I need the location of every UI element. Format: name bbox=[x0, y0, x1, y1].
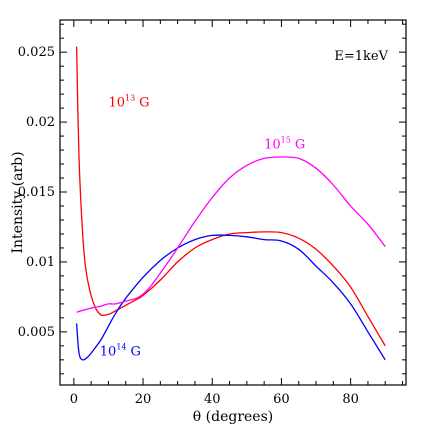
series-label-14: 1014 G bbox=[100, 343, 141, 360]
x-tick-label: 0 bbox=[70, 392, 78, 407]
series-line-15 bbox=[76, 156, 386, 313]
series-line-14 bbox=[75, 234, 386, 361]
y-tick-label: 0.01 bbox=[26, 255, 55, 270]
x-tick-label: 40 bbox=[204, 392, 221, 407]
y-tick-label: 0.005 bbox=[18, 325, 55, 340]
series-lines bbox=[75, 46, 386, 361]
series-label-15: 1015 G bbox=[264, 136, 305, 153]
x-tick-label: 60 bbox=[273, 392, 290, 407]
x-tick-label: 80 bbox=[342, 392, 359, 407]
series-line-13 bbox=[75, 46, 386, 347]
x-axis-label: θ (degrees) bbox=[193, 409, 273, 425]
x-tick-label: 20 bbox=[135, 392, 152, 407]
y-tick-label: 0.015 bbox=[18, 185, 55, 200]
series-label-13: 1013 G bbox=[108, 94, 149, 111]
y-tick-label: 0.02 bbox=[26, 115, 55, 130]
energy-annotation: E=1keV bbox=[334, 49, 388, 64]
y-tick-label: 0.025 bbox=[18, 45, 55, 60]
plot-frame bbox=[59, 19, 407, 386]
y-axis-label: Intensity (arb) bbox=[10, 151, 26, 253]
axis-ticks: 0 20 40 60 80 0.005 0.01 0.015 0.02 0.025 bbox=[18, 20, 406, 407]
series-labels: 1013 G 1014 G 1015 G bbox=[100, 94, 305, 360]
